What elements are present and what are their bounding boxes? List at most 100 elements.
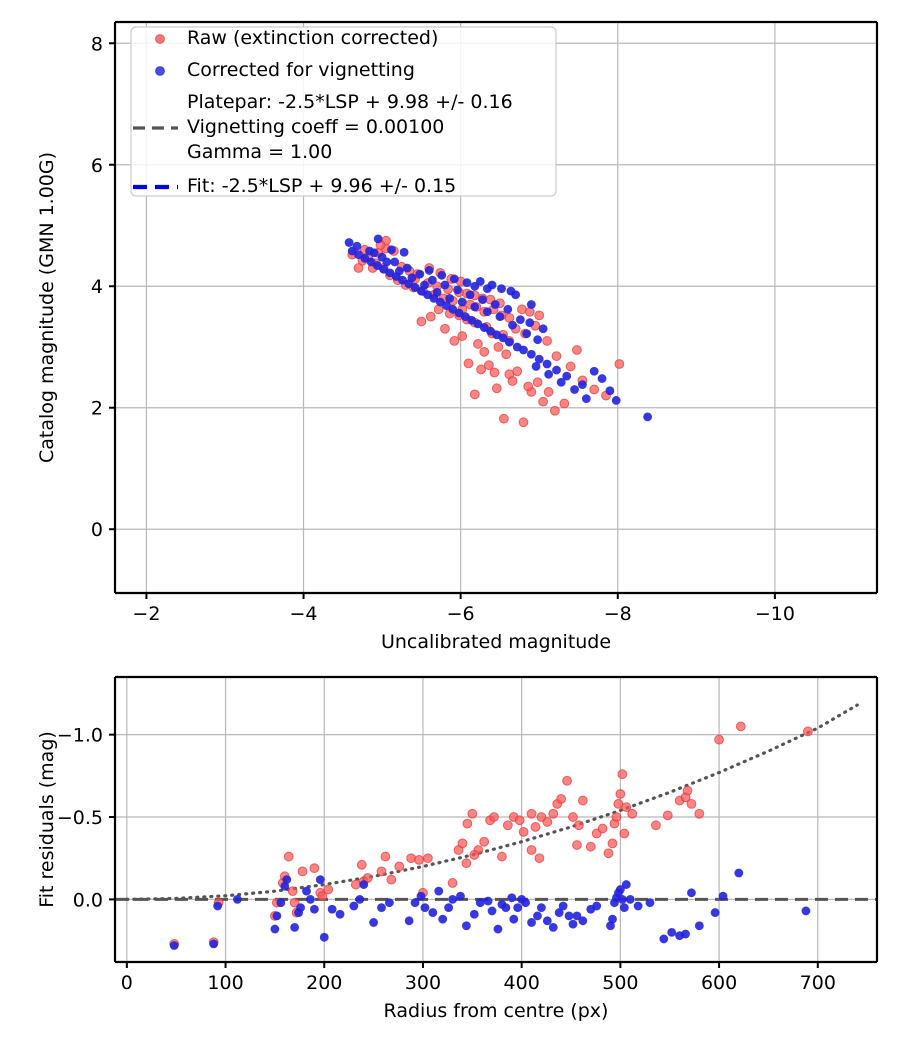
- resid-data-point: [394, 861, 405, 872]
- calib-data-point: [449, 336, 460, 346]
- legend-marker-dot: [155, 34, 165, 44]
- resid-data-point: [469, 850, 480, 860]
- resid-data-point: [302, 886, 311, 896]
- resid-data-point: [803, 726, 813, 737]
- calib-data-point: [512, 366, 523, 377]
- legend-marker-dot: [155, 66, 165, 76]
- calib-ytick-label: 2: [91, 398, 103, 420]
- calib-data-point: [525, 318, 535, 328]
- calib-data-point: [433, 304, 444, 315]
- resid-data-point: [502, 820, 513, 831]
- resid-data-point: [645, 898, 655, 908]
- calib-data-point: [534, 310, 545, 321]
- resid-ytick-label: −0.5: [57, 807, 103, 829]
- calib-xtick-label: −8: [604, 603, 632, 625]
- calib-data-point: [542, 359, 552, 369]
- resid-data-point: [507, 893, 517, 903]
- resid-data-point: [384, 898, 394, 908]
- calib-xtick-label: −10: [755, 603, 795, 625]
- legend-box: [130, 26, 557, 197]
- calib-data-point: [538, 396, 549, 407]
- resid-data-point: [662, 810, 673, 821]
- resid-data-point: [416, 891, 426, 901]
- resid-data-point: [282, 875, 292, 885]
- resid-data-point: [534, 853, 545, 864]
- resid-data-point: [386, 874, 397, 885]
- calib-data-point: [570, 385, 579, 394]
- calib-data-point: [457, 297, 467, 307]
- resid-ytick-label: 0.0: [73, 889, 103, 911]
- resid-data-point: [327, 904, 337, 914]
- resid-data-point: [335, 909, 345, 919]
- calib-data-point: [394, 266, 404, 276]
- resid-data-point: [509, 914, 519, 924]
- resid-data-point: [406, 853, 417, 864]
- calib-data-point: [479, 346, 490, 357]
- resid-data-point: [578, 916, 588, 926]
- calib-data-point: [597, 374, 607, 383]
- calib-data-point: [432, 287, 442, 297]
- resid-data-point: [686, 798, 697, 809]
- resid-data-point: [617, 769, 628, 780]
- resid-data-point: [438, 914, 448, 924]
- calib-data-point: [562, 371, 572, 381]
- resid-data-point: [611, 812, 622, 822]
- calib-data-point: [611, 396, 621, 405]
- resid-data-point: [315, 875, 325, 885]
- calib-data-point: [503, 304, 513, 314]
- calib-data-point: [578, 380, 587, 390]
- calib-data-point: [469, 389, 480, 400]
- calib-data-point: [462, 278, 472, 287]
- calib-xtick-label: −6: [447, 603, 475, 625]
- resid-data-point: [376, 866, 387, 877]
- resid-data-point: [377, 903, 386, 913]
- calib-data-point: [508, 320, 517, 330]
- resid-data-point: [380, 851, 391, 862]
- calib-data-point: [424, 266, 434, 275]
- calib-data-point: [495, 312, 505, 322]
- calib-data-point: [538, 324, 548, 334]
- resid-vignetting-curve: [125, 703, 859, 901]
- resid-data-point: [272, 911, 282, 921]
- resid-data-point: [349, 901, 359, 911]
- resid-data-point: [422, 853, 433, 864]
- resid-data-point: [456, 891, 465, 901]
- calib-data-point: [542, 336, 552, 346]
- resid-xtick-label: 700: [800, 972, 836, 994]
- resid-data-point: [526, 808, 537, 819]
- calib-data-layer: [344, 234, 653, 428]
- calib-data-point: [344, 238, 354, 247]
- resid-data-point: [694, 808, 705, 819]
- legend-entry: Raw (extinction corrected): [155, 27, 438, 49]
- calib-data-point: [565, 361, 576, 372]
- resid-ytick-label: −1.0: [57, 725, 103, 747]
- resid-yaxis-title: Fit residuals (mag): [36, 731, 58, 908]
- calib-data-point: [507, 376, 518, 386]
- resid-data-point: [410, 898, 420, 908]
- resid-data-point: [801, 906, 811, 916]
- resid-data-point: [462, 818, 473, 829]
- resid-data-point: [627, 808, 638, 819]
- resid-xtick-label: 100: [207, 972, 243, 994]
- resid-data-point: [213, 901, 223, 911]
- calib-data-point: [504, 337, 514, 347]
- resid-xtick-label: 0: [121, 972, 133, 994]
- calib-ytick-label: 8: [91, 33, 103, 55]
- resid-data-point: [542, 916, 552, 926]
- resid-data-point: [428, 908, 438, 917]
- resid-data-point: [296, 903, 305, 913]
- resid-data-point: [497, 851, 507, 862]
- resid-data-point: [448, 894, 457, 904]
- calib-data-point: [445, 293, 455, 303]
- calib-data-point: [518, 417, 529, 428]
- resid-data-point: [232, 894, 242, 904]
- resid-data-point: [577, 795, 588, 806]
- calib-data-point: [416, 316, 427, 327]
- calib-data-point: [353, 263, 364, 273]
- calib-data-point: [407, 273, 417, 283]
- calib-yaxis-title: Catalog magnitude (GMN 1.00G): [36, 152, 58, 463]
- calib-data-point: [552, 365, 561, 375]
- calib-data-point: [491, 383, 502, 394]
- calib-data-point: [427, 275, 437, 285]
